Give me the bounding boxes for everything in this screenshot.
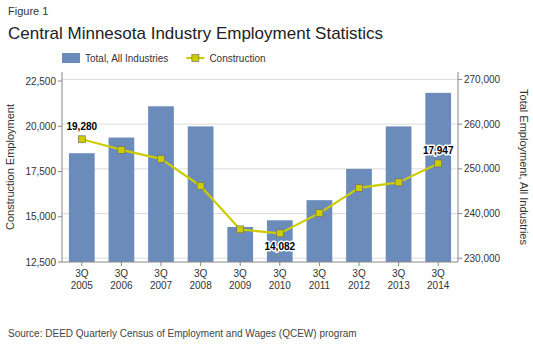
tick <box>279 262 280 266</box>
figure-label: Figure 1 <box>8 5 48 17</box>
tick <box>458 124 462 125</box>
chart-container: Figure 1 Central Minnesota Industry Emplo… <box>0 0 533 345</box>
chart: Figure 1 Central Minnesota Industry Emplo… <box>0 0 533 345</box>
marker <box>197 183 204 190</box>
tick <box>58 171 62 172</box>
legend-marker <box>192 55 199 62</box>
tick <box>200 262 201 266</box>
marker <box>316 210 323 217</box>
bar <box>188 126 214 262</box>
bar <box>386 126 412 262</box>
tick <box>240 262 241 266</box>
value-label: 17,947 <box>423 145 454 156</box>
tick <box>58 81 62 82</box>
tick-label: 3Q2010 <box>269 268 292 291</box>
marker <box>276 230 283 237</box>
tick-label: 250,000 <box>464 163 501 174</box>
marker <box>356 184 363 191</box>
tick-label: 3Q2013 <box>387 268 410 291</box>
tick-label: 3Q2011 <box>309 268 331 291</box>
tick <box>58 216 62 217</box>
tick-label: 3Q2007 <box>150 268 173 291</box>
tick <box>458 213 462 214</box>
tick <box>438 262 439 266</box>
bar <box>109 138 135 262</box>
tick-label: 22,500 <box>25 76 56 87</box>
background <box>0 0 533 345</box>
tick-label: 3Q2005 <box>71 268 94 291</box>
legend: Total, All Industries Construction <box>62 53 266 64</box>
title: Central Minnesota Industry Employment St… <box>8 24 383 43</box>
y-axis-label: Construction Employment <box>4 104 16 230</box>
marker <box>158 155 165 162</box>
tick-label: 3Q2006 <box>110 268 133 291</box>
source: Source: DEED Quarterly Census of Employm… <box>8 328 357 339</box>
line <box>82 139 438 233</box>
y-axis-line <box>62 72 63 262</box>
marker <box>118 146 125 153</box>
tick <box>58 262 62 263</box>
x-axis: 3Q2005 3Q2006 3Q2007 3Q2008 3Q2009 3Q2010 3Q20… <box>71 262 450 291</box>
marker <box>237 226 244 233</box>
tick <box>161 262 162 266</box>
legend-label: Construction <box>209 53 265 64</box>
y-axis: 12,500 15,000 17,500 20,000 22,500 Constructi… <box>4 76 62 268</box>
bar <box>425 93 451 262</box>
grid-line <box>62 124 458 125</box>
tick-label: 270,000 <box>464 74 501 85</box>
tick <box>81 262 82 266</box>
legend-swatch <box>62 53 80 63</box>
tick-label: 12,500 <box>25 257 56 268</box>
tick-label: 260,000 <box>464 119 501 130</box>
tick <box>458 79 462 80</box>
legend-item: Total, All Industries <box>62 53 168 64</box>
legend-item: Construction <box>186 53 265 64</box>
tick <box>458 168 462 169</box>
marker <box>395 179 402 186</box>
tick-label: 3Q2012 <box>348 268 371 291</box>
y2-axis-line <box>458 72 459 262</box>
tick-label: 3Q2009 <box>229 268 252 291</box>
tick <box>398 262 399 266</box>
tick <box>58 126 62 127</box>
tick-label: 17,500 <box>25 166 56 177</box>
value-label: 14,082 <box>265 241 296 252</box>
bar <box>148 106 174 262</box>
tick-label: 3Q2014 <box>427 268 450 291</box>
tick-label: 3Q2008 <box>189 268 212 291</box>
tick-label: 15,000 <box>25 211 56 222</box>
tick <box>458 258 462 259</box>
value-label: 19,280 <box>67 121 98 132</box>
bar <box>307 200 333 262</box>
tick <box>359 262 360 266</box>
legend-label: Total, All Industries <box>85 53 168 64</box>
marker <box>78 136 85 143</box>
tick-label: 240,000 <box>464 208 501 219</box>
y2-axis: 230,000 240,000 250,000 260,000 270,000 Total… <box>458 74 530 264</box>
tick <box>121 262 122 266</box>
bar <box>346 169 372 262</box>
tick-label: 20,000 <box>25 121 56 132</box>
grid-line <box>62 79 458 80</box>
bar <box>69 153 95 262</box>
y2-axis-label: Total Employment, All Industries <box>518 89 530 245</box>
marker <box>435 160 442 167</box>
tick <box>319 262 320 266</box>
tick-label: 230,000 <box>464 253 501 264</box>
plot-marks <box>69 93 451 262</box>
value-labels: 19,280 14,082 17,947 <box>67 121 454 252</box>
